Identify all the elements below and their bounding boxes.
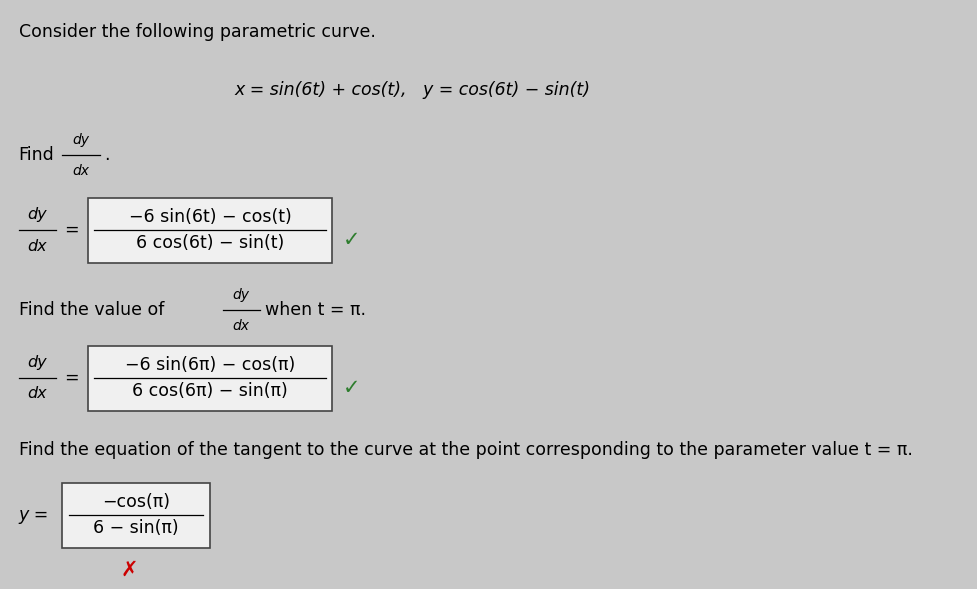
Text: ✗: ✗ <box>120 560 138 580</box>
Text: dy: dy <box>233 287 249 302</box>
Text: dy: dy <box>72 133 89 147</box>
Text: −6 sin(6t) − cos(t): −6 sin(6t) − cos(t) <box>129 208 291 226</box>
Text: dx: dx <box>72 164 89 177</box>
Text: dy: dy <box>27 355 47 369</box>
Text: y =: y = <box>19 506 49 524</box>
FancyBboxPatch shape <box>88 197 332 263</box>
Text: ✓: ✓ <box>342 230 360 250</box>
Text: −cos(π): −cos(π) <box>103 493 170 511</box>
Text: =: = <box>64 221 79 239</box>
Text: when t = π.: when t = π. <box>265 301 365 319</box>
Text: =: = <box>64 369 79 387</box>
Text: dx: dx <box>27 239 47 253</box>
Text: Consider the following parametric curve.: Consider the following parametric curve. <box>19 23 375 41</box>
Text: x = sin(6t) + cos(t),   y = cos(6t) − sin(t): x = sin(6t) + cos(t), y = cos(6t) − sin(… <box>234 81 590 99</box>
Text: dy: dy <box>27 207 47 221</box>
Text: 6 − sin(π): 6 − sin(π) <box>94 519 179 537</box>
Text: ✓: ✓ <box>342 378 360 398</box>
FancyBboxPatch shape <box>88 346 332 411</box>
Text: −6 sin(6π) − cos(π): −6 sin(6π) − cos(π) <box>125 356 295 374</box>
Text: dx: dx <box>233 319 249 333</box>
Text: Find: Find <box>19 146 55 164</box>
Text: Find the equation of the tangent to the curve at the point corresponding to the : Find the equation of the tangent to the … <box>19 441 912 459</box>
Text: 6 cos(6π) − sin(π): 6 cos(6π) − sin(π) <box>132 382 287 400</box>
FancyBboxPatch shape <box>63 482 210 548</box>
Text: .: . <box>105 146 110 164</box>
Text: 6 cos(6t) − sin(t): 6 cos(6t) − sin(t) <box>136 234 284 252</box>
Text: Find the value of: Find the value of <box>19 301 164 319</box>
Text: dx: dx <box>27 386 47 402</box>
